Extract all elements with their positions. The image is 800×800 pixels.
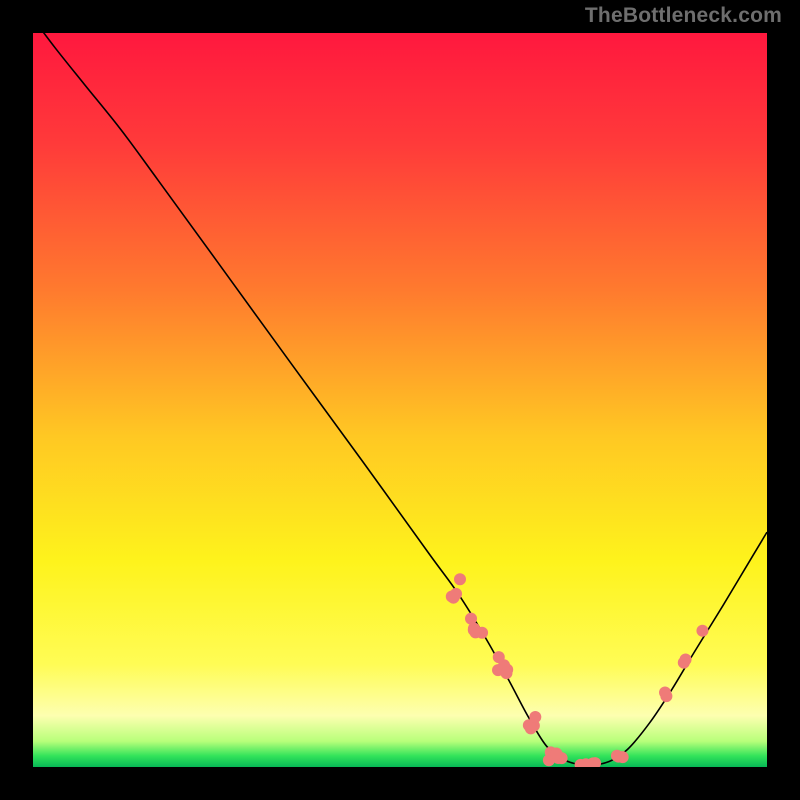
data-marker bbox=[613, 751, 625, 763]
gradient-background bbox=[33, 33, 767, 767]
watermark-text: TheBottleneck.com bbox=[585, 4, 782, 28]
data-marker bbox=[500, 667, 512, 679]
data-marker bbox=[529, 711, 541, 723]
data-marker bbox=[448, 590, 460, 602]
chart-frame: TheBottleneck.com bbox=[0, 0, 800, 800]
data-marker bbox=[454, 573, 466, 585]
data-marker bbox=[696, 625, 708, 637]
plot-area bbox=[33, 33, 767, 767]
data-marker bbox=[678, 657, 690, 669]
data-marker bbox=[550, 748, 562, 760]
data-marker bbox=[493, 651, 505, 663]
data-marker bbox=[660, 690, 672, 702]
chart-svg bbox=[33, 33, 767, 767]
data-marker bbox=[525, 722, 537, 734]
data-marker bbox=[469, 624, 481, 636]
data-marker bbox=[465, 613, 477, 625]
